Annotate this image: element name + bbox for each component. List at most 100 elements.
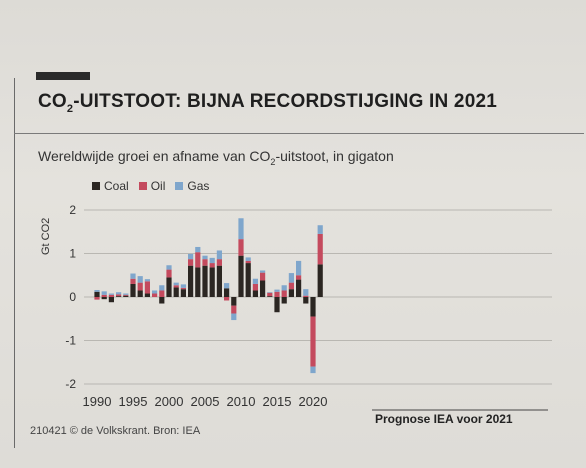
bar-coal-2012 — [252, 290, 258, 297]
bar-oil-2016 — [281, 290, 287, 297]
bar-coal-2014 — [267, 296, 273, 297]
bar-oil-2021 — [317, 233, 323, 265]
bar-oil-2012 — [252, 283, 258, 291]
source-credit: 210421 © de Volkskrant. Bron: IEA — [30, 425, 201, 437]
bar-coal-2004 — [195, 267, 201, 297]
headline-rest: -UITSTOOT: BIJNA RECORDSTIJGING IN 2021 — [73, 91, 497, 112]
bar-gas-1990 — [94, 290, 100, 292]
bar-coal-2003 — [188, 265, 194, 297]
x-tick-label: 1990 — [83, 394, 112, 409]
bar-gas-2000 — [166, 265, 172, 270]
x-tick-label: 2020 — [299, 394, 328, 409]
bar-coal-1994 — [123, 295, 129, 297]
bar-gas-2001 — [173, 282, 179, 286]
bar-oil-1997 — [144, 281, 150, 294]
bar-oil-2008 — [224, 297, 230, 301]
subtitle-rest: -uitstoot, in gigaton — [275, 148, 394, 164]
bar-gas-1992 — [108, 293, 114, 295]
bar-coal-2007 — [216, 265, 222, 297]
bar-oil-2014 — [267, 292, 273, 297]
chart-headline: CO2-UITSTOOT: BIJNA RECORDSTIJGING IN 20… — [38, 91, 497, 115]
legend-item-gas: Gas — [175, 179, 209, 193]
bar-coal-1999 — [159, 297, 165, 304]
bar-coal-2010 — [238, 255, 244, 297]
bar-oil-1994 — [123, 294, 129, 296]
bar-oil-2009 — [231, 305, 237, 314]
subtitle-text: Wereldwijde groei en afname van CO — [38, 148, 271, 164]
bar-oil-1993 — [116, 294, 122, 297]
bar-gas-2003 — [188, 253, 194, 260]
bar-gas-1991 — [101, 291, 107, 295]
bar-gas-1998 — [152, 290, 158, 294]
bar-coal-2011 — [245, 263, 251, 297]
bar-oil-2015 — [274, 291, 280, 297]
forecast-note: Prognose IEA voor 2021 — [375, 412, 513, 426]
bar-coal-2000 — [166, 277, 172, 297]
legend-label-oil: Oil — [150, 179, 166, 193]
bar-coal-2015 — [274, 297, 280, 313]
bar-gas-2005 — [202, 255, 208, 260]
bar-coal-1990 — [94, 291, 100, 297]
x-tick-label: 2015 — [263, 394, 292, 409]
bar-coal-2002 — [180, 289, 186, 297]
bar-coal-1997 — [144, 293, 150, 297]
bar-gas-2009 — [231, 313, 237, 321]
bar-gas-2012 — [252, 278, 258, 284]
bar-gas-2006 — [209, 257, 215, 264]
bar-gas-2014 — [267, 292, 273, 293]
bar-oil-1991 — [101, 294, 107, 297]
bar-coal-1993 — [116, 296, 122, 297]
bar-gas-2021 — [317, 225, 323, 234]
bar-gas-2004 — [195, 246, 201, 253]
chart-subtitle: Wereldwijde groei en afname van CO2-uits… — [38, 148, 394, 167]
legend-swatch-coal — [92, 182, 100, 190]
bar-gas-2008 — [224, 283, 230, 289]
bar-coal-2001 — [173, 287, 179, 297]
bar-coal-2008 — [224, 288, 230, 297]
bar-coal-2006 — [209, 267, 215, 297]
bar-gas-2017 — [288, 273, 294, 283]
bar-coal-2018 — [296, 279, 302, 297]
subtitle-subscript: 2 — [270, 156, 276, 167]
bar-gas-2013 — [260, 270, 266, 273]
bar-oil-2005 — [202, 259, 208, 266]
bar-coal-2005 — [202, 265, 208, 297]
bar-oil-2013 — [260, 272, 266, 281]
y-tick-label: 2 — [69, 203, 76, 217]
bar-gas-2016 — [281, 285, 287, 291]
bar-coal-2016 — [281, 297, 287, 304]
bar-oil-2002 — [180, 287, 186, 290]
bar-coal-2019 — [303, 297, 309, 304]
bar-gas-1994 — [123, 293, 129, 295]
bar-oil-1996 — [137, 282, 143, 291]
headline-co: CO — [38, 91, 67, 112]
bar-gas-2011 — [245, 257, 251, 261]
bar-oil-2019 — [303, 295, 309, 297]
bar-oil-2017 — [288, 282, 294, 290]
bar-oil-1998 — [152, 293, 158, 297]
bar-gas-2007 — [216, 250, 222, 260]
x-tick-label: 2010 — [227, 394, 256, 409]
bar-coal-1991 — [101, 297, 107, 300]
bar-coal-1995 — [130, 283, 136, 297]
y-tick-label: -2 — [65, 377, 76, 391]
bar-gas-2015 — [274, 289, 280, 292]
legend-label-gas: Gas — [187, 179, 210, 193]
chart-frame — [14, 78, 581, 448]
legend-item-coal: Coal — [92, 179, 129, 193]
bar-oil-2006 — [209, 263, 215, 268]
y-tick-label: 1 — [69, 247, 76, 261]
bar-coal-2009 — [231, 297, 237, 306]
bar-oil-2007 — [216, 259, 222, 266]
chart-legend: Coal Oil Gas — [92, 179, 209, 193]
bar-oil-2000 — [166, 269, 172, 278]
bar-gas-2018 — [296, 260, 302, 276]
bar-coal-1992 — [108, 297, 114, 303]
legend-swatch-gas — [175, 182, 184, 190]
bar-gas-1996 — [137, 276, 143, 283]
bar-gas-2019 — [303, 289, 309, 296]
bar-gas-2020 — [310, 366, 316, 374]
legend-label-coal: Coal — [104, 179, 129, 193]
